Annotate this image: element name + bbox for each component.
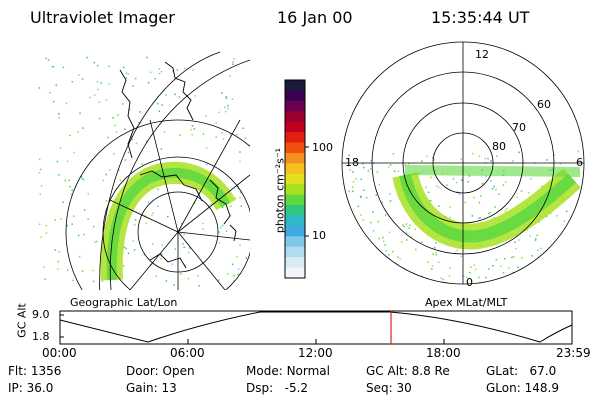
mlat-label-60: 60	[537, 98, 551, 111]
colorbar-cell	[285, 173, 305, 185]
mlt-label-bottom: 0	[466, 276, 473, 289]
geographic-panel-label: Geographic Lat/Lon	[70, 296, 178, 309]
mlat-label-80: 80	[492, 140, 506, 153]
colorbar-cell	[285, 163, 305, 175]
colorbar-cell	[285, 80, 305, 91]
geo-coastlines	[119, 61, 237, 269]
gc-alt-info: GC Alt: 8.8 Re	[366, 364, 450, 378]
glat-info: GLat: 67.0	[486, 364, 557, 378]
mode-info: Mode: Normal	[246, 364, 330, 378]
timeline-x-tick-2: 12:00	[298, 346, 333, 360]
apex-panel-label: Apex MLat/MLT	[425, 296, 508, 309]
colorbar-cell	[285, 257, 305, 269]
time-label: 15:35:44 UT	[431, 8, 530, 27]
mlt-label-top: 12	[475, 48, 489, 61]
timeline-x-tick-0: 00:00	[42, 346, 77, 360]
colorbar-cell	[285, 121, 305, 133]
colorbar	[284, 79, 309, 279]
seq-info: Seq: 30	[366, 381, 412, 395]
date-label: 16 Jan 00	[277, 8, 353, 27]
mlt-label-left: 18	[345, 156, 359, 169]
colorbar-cell	[285, 215, 305, 227]
timeline-plot	[59, 310, 573, 345]
timeline-y-axis-label: GC Alt	[15, 303, 29, 338]
colorbar-cell	[285, 152, 305, 164]
colorbar-cell	[285, 225, 305, 237]
colorbar-cell	[285, 142, 305, 154]
colorbar-cell	[285, 267, 305, 279]
door-info: Door: Open	[126, 364, 195, 378]
apex-aurora-oval	[392, 165, 581, 250]
timeline-x-tick-4: 23:59	[556, 346, 591, 360]
instrument-title: Ultraviolet Imager	[30, 8, 175, 27]
colorbar-cell	[285, 100, 305, 112]
colorbar-cell	[285, 132, 305, 144]
geo-aurora-oval	[100, 161, 236, 281]
colorbar-unit-label: photon cm⁻²s⁻¹	[273, 147, 287, 234]
timeline-x-tick-3: 18:00	[426, 346, 461, 360]
colorbar-cell	[285, 184, 305, 196]
colorbar-cell	[285, 246, 305, 258]
dsp-info: Dsp: -5.2	[246, 381, 309, 395]
colorbar-cell	[285, 194, 305, 206]
colorbar-cell	[285, 205, 305, 216]
colorbar-tick-10: 10	[312, 229, 326, 242]
mlat-label-70: 70	[512, 121, 526, 134]
flt-info: Flt: 1356	[8, 364, 62, 378]
colorbar-cell	[285, 111, 305, 123]
altitude-curve	[59, 311, 573, 343]
mlt-label-right: 6	[576, 156, 583, 169]
colorbar-tick-100: 100	[312, 141, 333, 154]
apex-polar-plot	[341, 41, 585, 285]
colorbar-cell	[285, 90, 305, 102]
glon-info: GLon: 148.9	[486, 381, 559, 395]
colorbar-cell	[285, 236, 305, 248]
geographic-map	[38, 51, 250, 290]
gain-info: Gain: 13	[126, 381, 177, 395]
ip-info: IP: 36.0	[8, 381, 54, 395]
timeline-y-tick-low: 1.8	[32, 330, 50, 343]
timeline-y-tick-high: 9.0	[32, 308, 50, 321]
timeline-x-tick-1: 06:00	[170, 346, 205, 360]
